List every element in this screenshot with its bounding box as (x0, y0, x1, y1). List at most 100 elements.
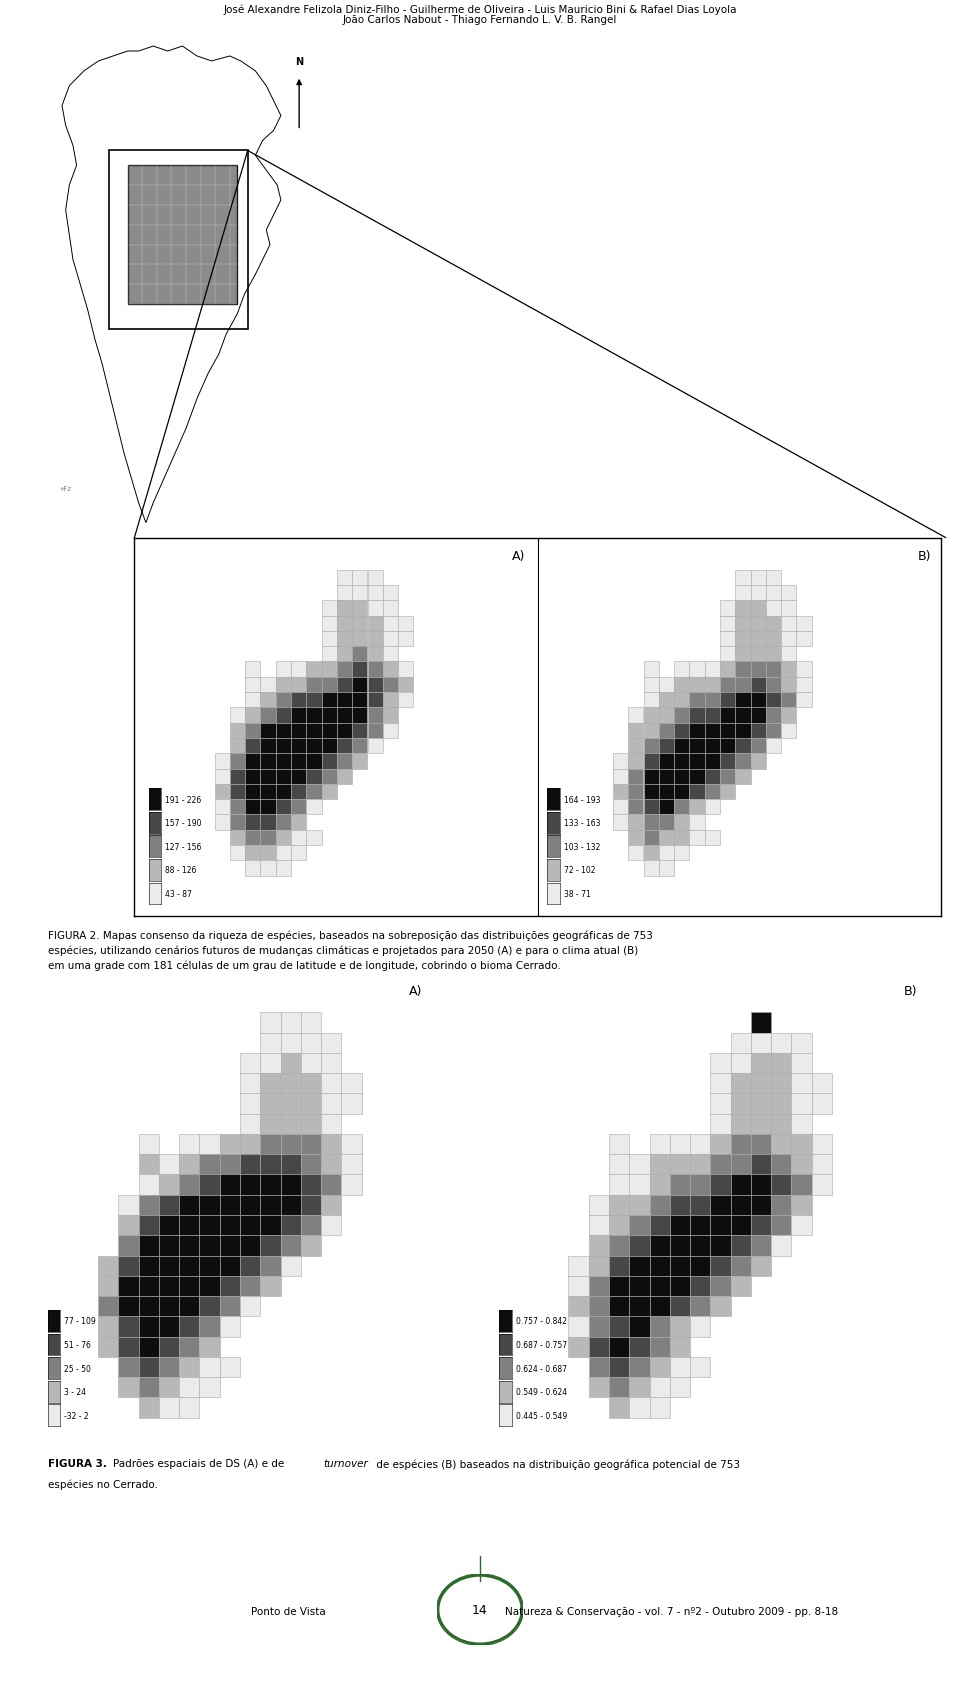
Bar (710, 1053, 731, 1073)
Bar (659, 861, 674, 876)
Bar (159, 1154, 180, 1174)
Bar (260, 1154, 280, 1174)
Bar (291, 846, 306, 861)
Bar (710, 1073, 731, 1093)
Bar (751, 678, 766, 693)
Bar (690, 1277, 710, 1297)
Bar (751, 570, 766, 585)
Bar (609, 1337, 630, 1357)
Bar (588, 1277, 609, 1297)
Bar (710, 1093, 731, 1113)
Bar (797, 663, 812, 678)
Bar (300, 1013, 321, 1033)
Bar (180, 1214, 200, 1236)
Bar (720, 754, 735, 769)
Bar (650, 1236, 670, 1256)
Bar (731, 1194, 751, 1214)
Bar (180, 1174, 200, 1194)
Bar (398, 693, 414, 708)
Bar (690, 1214, 710, 1236)
Bar (630, 1337, 650, 1357)
Bar (735, 570, 751, 585)
Bar (159, 1214, 180, 1236)
Bar (276, 784, 291, 799)
Bar (159, 1317, 180, 1337)
Bar (276, 799, 291, 816)
Bar (291, 831, 306, 846)
Bar (260, 1093, 280, 1113)
Bar (812, 1174, 832, 1194)
Bar (180, 1357, 200, 1378)
Bar (568, 1256, 588, 1277)
Bar (240, 1214, 260, 1236)
Bar (630, 1256, 650, 1277)
Text: 0.445 - 0.549: 0.445 - 0.549 (516, 1411, 566, 1420)
Bar (240, 1053, 260, 1073)
Bar (612, 816, 628, 831)
Bar (630, 1297, 650, 1317)
Bar (368, 678, 383, 693)
Bar (118, 1357, 138, 1378)
Bar (214, 799, 229, 816)
Bar (689, 784, 705, 799)
Bar (280, 1134, 300, 1154)
Bar (766, 693, 781, 708)
Text: 77 - 109: 77 - 109 (64, 1317, 96, 1325)
Bar (300, 1134, 321, 1154)
Bar (705, 799, 720, 816)
Bar (751, 754, 766, 769)
Bar (138, 1357, 159, 1378)
Bar (321, 1033, 342, 1053)
Text: de espécies (B) baseados na distribuição geográfica potencial de 753: de espécies (B) baseados na distribuição… (373, 1458, 740, 1468)
Bar (710, 1154, 731, 1174)
Bar (659, 678, 674, 693)
Bar (240, 1113, 260, 1134)
Bar (321, 1053, 342, 1073)
Bar (245, 861, 260, 876)
Bar (609, 1277, 630, 1297)
Bar (690, 1357, 710, 1378)
Bar (291, 738, 306, 754)
Bar (751, 1053, 771, 1073)
Bar (659, 846, 674, 861)
Bar (720, 600, 735, 616)
Bar (735, 723, 751, 738)
Bar (180, 1378, 200, 1398)
Bar (751, 1093, 771, 1113)
Bar (630, 1194, 650, 1214)
Bar (200, 1378, 220, 1398)
Bar (650, 1337, 670, 1357)
Bar (628, 846, 643, 861)
Bar (291, 784, 306, 799)
Bar (674, 663, 689, 678)
Bar (568, 1277, 588, 1297)
Bar (735, 585, 751, 600)
Bar (731, 1256, 751, 1277)
Bar (689, 754, 705, 769)
Bar (670, 1337, 690, 1357)
Bar (650, 1297, 670, 1317)
Bar (751, 738, 766, 754)
Bar (751, 1214, 771, 1236)
Bar (98, 1256, 118, 1277)
Bar (674, 784, 689, 799)
Bar (368, 723, 383, 738)
Bar (98, 1337, 118, 1357)
Text: João Carlos Nabout - Thiago Fernando L. V. B. Rangel: João Carlos Nabout - Thiago Fernando L. … (343, 15, 617, 25)
Bar (650, 1194, 670, 1214)
Bar (291, 799, 306, 816)
Bar (812, 1093, 832, 1113)
Bar (674, 708, 689, 723)
Bar (276, 693, 291, 708)
Bar (260, 1277, 280, 1297)
Bar (260, 769, 276, 784)
Text: espécies no Cerrado.: espécies no Cerrado. (48, 1478, 158, 1489)
Bar (321, 1134, 342, 1154)
Bar (352, 600, 368, 616)
Bar (368, 663, 383, 678)
Bar (751, 600, 766, 616)
Bar (260, 846, 276, 861)
Bar (200, 1357, 220, 1378)
Bar (735, 631, 751, 648)
Bar (245, 754, 260, 769)
